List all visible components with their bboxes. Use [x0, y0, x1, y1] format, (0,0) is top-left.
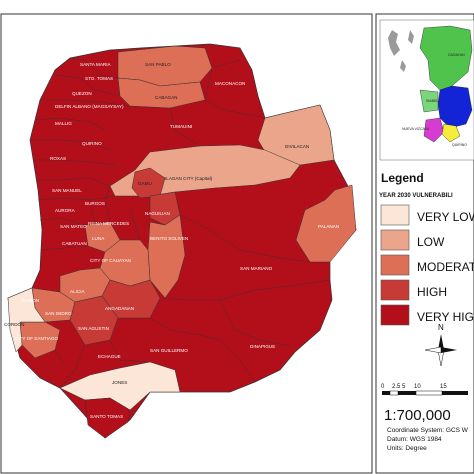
label-dinapigue: DINAPIGUE	[250, 344, 275, 349]
label-san-guillermo: SAN GUILLERMO	[150, 348, 188, 353]
label-burgos: BURGOS	[85, 201, 105, 206]
label-san-isidro: SAN ISIDRO	[45, 311, 72, 316]
scale-tick-1: 2.5 5	[392, 384, 406, 390]
label-alicia: ALICIA	[70, 289, 85, 294]
region-cordon	[7, 287, 46, 353]
label-quezon: QUEZON	[72, 91, 92, 96]
region-santo-tomas-south	[84, 397, 131, 439]
label-cabatuan: CABATUAN	[62, 241, 87, 246]
coordinate-system: Coordinate System: GCS W	[387, 427, 469, 434]
north-label: N	[438, 323, 444, 332]
label-san-pablo: SAN PABLO	[145, 62, 171, 67]
inset-quirino	[441, 123, 461, 143]
label-delfin-albano: DELFIN ALBANO (MAGSAYSAY)	[55, 104, 124, 109]
inset-isabela	[437, 85, 473, 129]
north-arrow: N	[424, 323, 457, 367]
inset-map: CAGAYAN ISABELA NUEVA VIZCAYA QUIRINO	[379, 19, 474, 161]
legend-title: Legend	[381, 171, 424, 185]
inset-label-cagayan: CAGAYAN	[448, 53, 465, 57]
legend-label-very-low: VERY LOW	[417, 210, 474, 224]
map-labels: SANTA MARIA SAN PABLO STO. TOMAS CABAGAN…	[4, 62, 339, 419]
label-roxas: ROXAS	[50, 156, 66, 161]
label-san-agustin: SAN AGUSTIN	[78, 326, 109, 331]
label-cauayan: CITY OF CAUAYAN	[90, 258, 131, 263]
legend-swatch-low	[380, 229, 410, 251]
label-tumauini: TUMAUINI	[170, 124, 192, 129]
legend-swatch-moderate	[380, 254, 410, 276]
label-ilagan: ILAGAN CITY (Capital)	[165, 176, 213, 181]
inset-label-nueva-vizcaya: NUEVA VIZCAYA	[402, 127, 430, 131]
legend-label-very-high: VERY HIGH	[417, 310, 474, 324]
label-luna: LUNA	[92, 236, 105, 241]
label-aurora: AURORA	[55, 208, 76, 213]
label-quirino: QUIRINO	[82, 141, 102, 146]
scale-bar: 0 2.5 5 10 15 1:700,000 Coordinate Syste…	[381, 384, 469, 452]
label-echague: ECHAGUE	[98, 354, 121, 359]
label-reina-mercedes: REINA MERCEDES	[88, 221, 129, 226]
label-gamu: GAMU	[138, 181, 152, 186]
label-santo-tomas-south: SANTO TOMAS	[90, 414, 123, 419]
legend-label-high: HIGH	[417, 285, 447, 299]
legend-label-low: LOW	[417, 235, 445, 249]
label-palanan: PALANAN	[318, 224, 339, 229]
label-ramon: RAMON	[22, 298, 39, 303]
scale-tick-2: 10	[414, 384, 421, 390]
label-sto-tomas: STO. TOMAS	[85, 76, 113, 81]
label-jones: JONES	[112, 380, 127, 385]
label-angadanan: ANGADANAN	[105, 306, 134, 311]
legend-swatch-very-low	[380, 204, 410, 226]
label-cordon: CORDON	[4, 322, 24, 327]
units: Units: Degree	[387, 445, 427, 452]
label-naguilian: NAGUILIAN	[145, 211, 170, 216]
legend-swatch-high	[380, 279, 410, 301]
label-san-mariano: SAN MARIANO	[240, 266, 273, 271]
legend-swatch-very-high	[380, 304, 410, 326]
label-santa-maria: SANTA MARIA	[80, 62, 111, 67]
inset-nueva-vizcaya	[423, 117, 445, 143]
label-divilacan: DIVILACAN	[285, 144, 309, 149]
label-san-manuel: SAN MANUEL	[52, 188, 82, 193]
label-san-mateo: SAN MATEO	[60, 224, 87, 229]
region-divilacan	[257, 104, 335, 166]
scale-tick-3: 15	[440, 384, 447, 390]
scale-tick-0: 0	[381, 384, 385, 390]
legend: Legend YEAR 2030 VULNERABILI VERY LOW LO…	[379, 171, 474, 326]
label-cabagan: CABAGAN	[155, 95, 177, 100]
datum: Datum: WGS 1984	[387, 436, 442, 443]
legend-subtitle: YEAR 2030 VULNERABILI	[379, 193, 453, 199]
inset-label-quirino: QUIRINO	[452, 143, 467, 147]
label-santiago: CITY OF SANTIAGO	[15, 336, 58, 341]
legend-label-moderate: MODERATE	[417, 260, 474, 274]
municipal-boundaries	[32, 57, 331, 389]
region-angadanan	[101, 279, 161, 319]
scale-ratio: 1:700,000	[384, 407, 451, 424]
label-benito-soliven: BENITO SOLIVEN	[150, 236, 188, 241]
label-mallig: MALLIG	[55, 121, 72, 126]
inset-label-isabela: ISABELA	[426, 99, 441, 103]
label-maconacon: MACONACON	[215, 81, 245, 86]
